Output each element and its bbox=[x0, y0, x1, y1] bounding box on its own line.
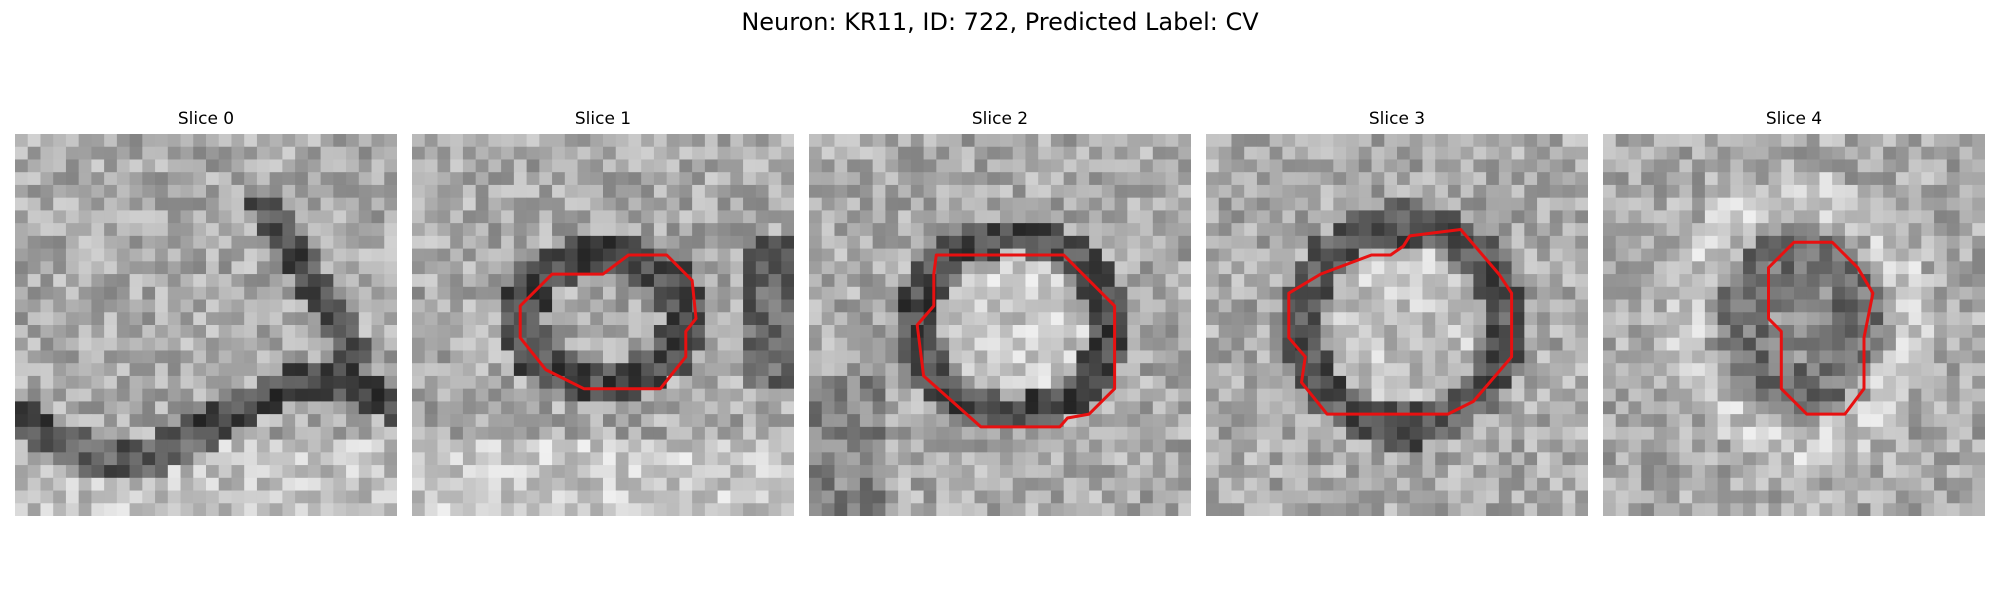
slice-4-contour bbox=[1767, 240, 1875, 416]
slice-3-contour bbox=[1287, 228, 1514, 416]
slice-4-image bbox=[1603, 134, 1985, 516]
slice-1-contour bbox=[518, 253, 698, 391]
panel-title-slice-4: Slice 4 bbox=[1765, 109, 1823, 129]
panel-title-slice-0: Slice 0 bbox=[177, 109, 235, 129]
slice-2-contour bbox=[915, 253, 1117, 429]
slice-3-image bbox=[1206, 134, 1588, 516]
panel-title-slice-3: Slice 3 bbox=[1368, 109, 1426, 129]
slice-2-pixels bbox=[809, 134, 1191, 516]
panel-title-slice-2: Slice 2 bbox=[971, 109, 1029, 129]
slice-0-image bbox=[15, 134, 397, 516]
figure-title: Neuron: KR11, ID: 722, Predicted Label: … bbox=[741, 8, 1259, 36]
slice-4-pixels bbox=[1603, 134, 1985, 516]
slice-0-pixels bbox=[15, 134, 397, 516]
slice-3-pixels bbox=[1206, 134, 1588, 516]
panel-title-slice-1: Slice 1 bbox=[574, 109, 632, 129]
slice-2-image bbox=[809, 134, 1191, 516]
slice-1-pixels bbox=[412, 134, 794, 516]
slice-1-image bbox=[412, 134, 794, 516]
